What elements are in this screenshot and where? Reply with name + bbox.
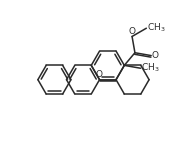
Text: CH$_3$: CH$_3$ xyxy=(147,22,166,35)
Text: O: O xyxy=(95,70,102,79)
Text: O: O xyxy=(129,27,136,36)
Text: CH$_3$: CH$_3$ xyxy=(141,62,160,75)
Text: O: O xyxy=(152,51,159,60)
